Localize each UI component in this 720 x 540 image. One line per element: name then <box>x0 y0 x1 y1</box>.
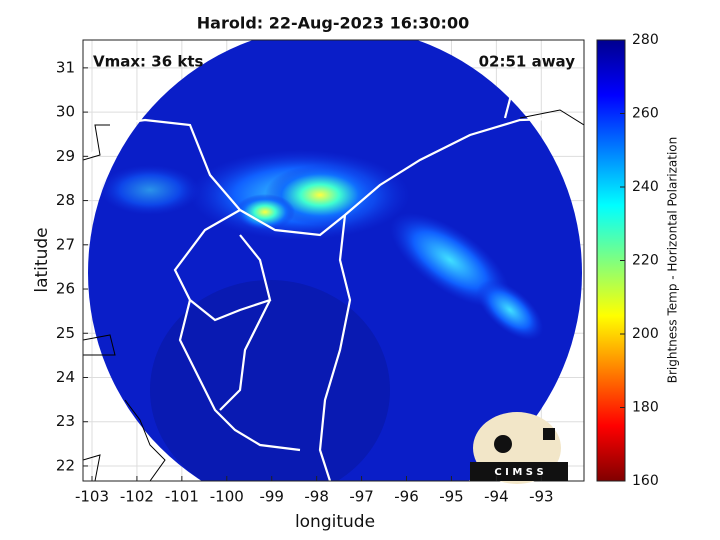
swath-blob <box>235 194 295 230</box>
coastlines <box>84 40 584 481</box>
annotation: Vmax: 36 kts <box>93 53 203 71</box>
coastline <box>318 214 352 481</box>
y-tick-label: 31 <box>56 58 75 76</box>
satellite-swath <box>83 40 584 481</box>
swath-shade <box>150 280 390 481</box>
coastline <box>83 124 110 161</box>
border <box>173 209 272 322</box>
coastline <box>124 399 166 481</box>
logo-dish <box>494 435 512 453</box>
x-tick-label: -96 <box>394 488 419 506</box>
border <box>219 299 271 411</box>
coastline <box>83 454 101 481</box>
swath-blob <box>390 212 510 308</box>
plot-area: C I M S S <box>82 39 585 484</box>
x-axis-label: longitude <box>295 512 375 532</box>
x-tick-label: -103 <box>75 488 109 506</box>
x-tick-label: -98 <box>304 488 329 506</box>
plot-frame <box>82 39 585 482</box>
chart-title: Harold: 22-Aug-2023 16:30:00 <box>197 14 469 33</box>
border <box>178 299 301 452</box>
logo: C I M S S <box>470 412 568 484</box>
logo-text: C I M S S <box>494 467 543 478</box>
y-tick-label: 27 <box>56 235 75 253</box>
outside-coastlines <box>83 109 584 481</box>
y-tick-label: 26 <box>56 280 75 298</box>
coastline <box>519 109 584 126</box>
coastline <box>84 116 584 237</box>
x-tick-label: -102 <box>120 488 154 506</box>
swath-blob <box>100 165 200 215</box>
colorbar-tick-label: 260 <box>632 106 659 122</box>
x-tick-label: -100 <box>210 488 244 506</box>
y-tick-label: 23 <box>56 412 75 430</box>
swath-blob <box>476 280 544 340</box>
y-tick-label: 22 <box>56 456 75 474</box>
coastline <box>83 334 116 356</box>
annotation: 02:51 away <box>479 53 576 71</box>
logo-bar <box>470 462 568 481</box>
colorbar-tick-label: 200 <box>632 326 659 342</box>
y-tick-label: 30 <box>56 103 75 121</box>
y-tick-label: 25 <box>56 324 75 342</box>
y-tick-label: 28 <box>56 191 75 209</box>
x-tick-label: -93 <box>529 488 554 506</box>
colorbar-tick-label: 160 <box>632 473 659 489</box>
x-tick-label: -101 <box>165 488 199 506</box>
colorbar-tick-label: 180 <box>632 400 659 416</box>
x-tick-label: -95 <box>439 488 464 506</box>
colorbar-tick-label: 240 <box>632 179 659 195</box>
x-tick-label: -97 <box>349 488 374 506</box>
y-axis-label: latitude <box>32 227 52 292</box>
colorbar-label: Brightness Temp - Horizontal Polarizatio… <box>666 137 680 384</box>
colorbar-tick-label: 280 <box>632 32 659 48</box>
y-tick-label: 29 <box>56 147 75 165</box>
logo-tower <box>543 428 555 440</box>
x-tick-label: -99 <box>259 488 284 506</box>
x-tick-label: -94 <box>484 488 509 506</box>
colorbar-tick-label: 220 <box>632 253 659 269</box>
border <box>503 40 522 119</box>
y-tick-label: 24 <box>56 368 75 386</box>
